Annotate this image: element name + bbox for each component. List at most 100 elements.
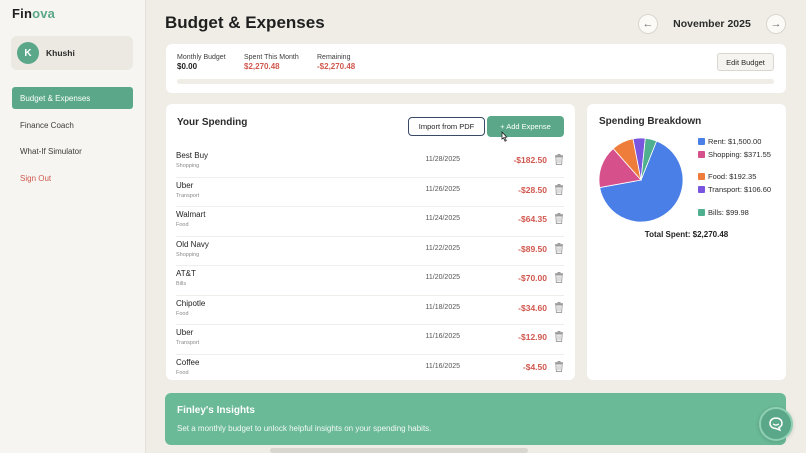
legend-label: Food: $192.35: [708, 172, 757, 181]
legend-item: Bills: $99.98: [698, 208, 783, 217]
legend-item: Shopping: $371.55: [698, 150, 783, 159]
legend-swatch: [698, 209, 705, 216]
sidebar-item-budget-expenses[interactable]: Budget & Expenses: [12, 87, 133, 109]
legend-item: Rent: $1,500.00: [698, 137, 783, 146]
expense-name: Uber: [176, 180, 194, 190]
expense-row: AT&T Bills 11/20/2025 -$70.00: [176, 266, 564, 296]
remaining-label: Remaining: [317, 54, 351, 61]
monthly-budget-label: Monthly Budget: [177, 54, 226, 61]
chat-assistant-button[interactable]: [759, 407, 793, 441]
expense-name: Chipotle: [176, 298, 206, 308]
insights-title: Finley's Insights: [177, 405, 255, 416]
expense-amount: -$89.50: [518, 243, 547, 254]
expense-list: Best Buy Shopping 11/28/2025 -$182.50 Uber Tr…: [176, 148, 564, 380]
prev-month-button[interactable]: ←: [638, 14, 658, 34]
page-title: Budget & Expenses: [165, 13, 325, 32]
chat-icon: [769, 417, 783, 432]
trash-icon[interactable]: [554, 360, 564, 372]
expense-category: Food: [176, 369, 189, 376]
legend-item: Food: $192.35: [698, 172, 783, 181]
expense-amount: -$4.50: [522, 361, 547, 372]
budget-progress-bar: [177, 79, 774, 84]
legend-swatch: [698, 138, 705, 145]
mouse-cursor-icon: [499, 130, 509, 146]
bottom-scroll-shadow: [270, 448, 528, 453]
expense-category: Shopping: [176, 251, 200, 258]
arrow-right-icon: →: [770, 18, 782, 30]
expense-date: 11/26/2025: [425, 185, 460, 193]
expense-row: Chipotle Food 11/18/2025 -$34.60: [176, 296, 564, 325]
pie-slice: [599, 140, 684, 223]
user-name: Khushi: [46, 48, 75, 58]
legend-label: Shopping: $371.55: [708, 150, 771, 159]
next-month-button[interactable]: →: [766, 14, 786, 34]
expense-category: Food: [176, 222, 189, 228]
expense-amount: -$12.90: [518, 332, 547, 342]
trash-icon[interactable]: [554, 272, 564, 283]
trash-icon[interactable]: [554, 301, 564, 313]
sidebar-item-finance-coach[interactable]: Finance Coach: [20, 120, 74, 130]
sidebar-item-what-if-simulator[interactable]: What-If Simulator: [20, 146, 82, 156]
expense-row: Old Navy Shopping 11/22/2025 -$89.50: [176, 237, 564, 266]
breakdown-card: Spending Breakdown Rent: $1,500.00 Shoppi…: [587, 104, 786, 380]
expense-name: Old Navy: [176, 239, 209, 249]
expense-category: Shopping: [176, 163, 200, 169]
spent-label: Spent This Month: [244, 54, 299, 61]
expense-amount: -$70.00: [518, 273, 547, 283]
avatar: K: [17, 42, 39, 64]
import-pdf-button[interactable]: Import from PDF: [408, 117, 485, 136]
user-card: K Khushi: [11, 36, 133, 70]
breakdown-title: Spending Breakdown: [599, 116, 702, 127]
spending-title: Your Spending: [177, 117, 248, 128]
expense-category: Transport: [176, 340, 200, 346]
legend-swatch: [698, 186, 705, 193]
trash-icon[interactable]: [554, 183, 564, 195]
expense-amount: -$64.35: [518, 214, 547, 224]
expense-category: Food: [176, 310, 189, 317]
expense-date: 11/16/2025: [425, 362, 460, 370]
expense-date: 11/28/2025: [425, 156, 460, 163]
spending-pie-chart: [598, 137, 684, 223]
expense-date: 11/18/2025: [425, 303, 460, 311]
arrow-left-icon: ←: [642, 18, 654, 30]
spent-value: $2,270.48: [244, 62, 280, 71]
expense-row: Uber Transport 11/26/2025 -$28.50: [176, 178, 564, 207]
edit-budget-button[interactable]: Edit Budget: [717, 53, 774, 71]
spending-card: Your Spending Import from PDF + Add Expe…: [166, 104, 575, 380]
spent-stat: Spent This Month $2,270.48: [244, 54, 299, 71]
sign-out-link[interactable]: Sign Out: [20, 173, 52, 183]
expense-name: Walmart: [176, 210, 206, 219]
trash-icon[interactable]: [554, 213, 564, 224]
insights-panel: Finley's Insights Set a monthly budget t…: [165, 393, 786, 445]
legend-label: Transport: $106.60: [708, 185, 772, 194]
expense-date: 11/16/2025: [425, 333, 460, 340]
expense-amount: -$28.50: [518, 184, 547, 195]
expense-amount: -$34.60: [518, 302, 547, 313]
remaining-stat: Remaining -$2,270.48: [317, 54, 355, 71]
expense-name: Coffee: [176, 357, 200, 367]
expense-category: Bills: [176, 281, 187, 287]
expense-name: Best Buy: [176, 151, 209, 160]
trash-icon[interactable]: [554, 331, 564, 342]
trash-icon[interactable]: [554, 154, 564, 165]
legend-item: Transport: $106.60: [698, 185, 783, 194]
expense-date: 11/24/2025: [425, 215, 460, 222]
legend-swatch: [698, 151, 705, 158]
month-label: November 2025: [673, 18, 751, 30]
sidebar: Finova K Khushi Budget & Expenses Financ…: [0, 0, 146, 453]
expense-category: Transport: [176, 192, 200, 199]
expense-date: 11/22/2025: [425, 244, 460, 252]
expense-row: Best Buy Shopping 11/28/2025 -$182.50: [176, 148, 564, 178]
legend-label: Bills: $99.98: [708, 208, 749, 217]
expense-name: Uber: [176, 328, 194, 337]
legend-label: Rent: $1,500.00: [708, 137, 762, 146]
add-expense-button[interactable]: + Add Expense: [487, 116, 564, 137]
total-spent: Total Spent: $2,270.48: [644, 230, 729, 239]
monthly-budget-stat: Monthly Budget $0.00: [177, 54, 226, 71]
trash-icon[interactable]: [554, 242, 564, 254]
expense-row: Walmart Food 11/24/2025 -$64.35: [176, 207, 564, 237]
expense-name: AT&T: [176, 269, 196, 278]
pie-slice: [640, 137, 658, 181]
expense-date: 11/20/2025: [425, 274, 460, 281]
expense-row: Uber Transport 11/16/2025 -$12.90: [176, 325, 564, 355]
